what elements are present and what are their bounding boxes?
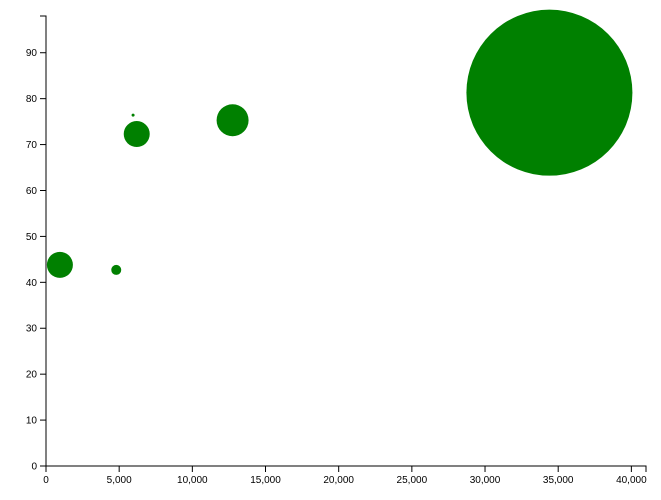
y-axis: 0 10 20 30 40 50 60 70 80 90 [26, 15, 47, 473]
y-tick-label: 20 [26, 370, 38, 381]
x-tick-label: 0 [43, 475, 49, 486]
x-tick-label: 15,000 [250, 475, 281, 486]
x-axis: 0 5,000 10,000 15,000 20,000 25,000 30,000 35,0… [43, 465, 647, 486]
x-tick-label: 35,000 [543, 475, 574, 486]
data-point [131, 113, 135, 117]
x-tick-label: 5,000 [107, 475, 132, 486]
x-tick-label: 30,000 [470, 475, 501, 486]
y-axis-line [40, 15, 47, 467]
x-tick-label: 40,000 [616, 475, 647, 486]
x-axis-line [45, 465, 647, 472]
data-point [216, 104, 249, 137]
plot-area: 0 10 20 30 40 50 60 70 80 90 0 5,000 10,000 15,000 20… [26, 9, 647, 486]
data-point [466, 9, 633, 176]
x-tick-label: 20,000 [323, 475, 354, 486]
data-point [46, 251, 73, 278]
x-tick-label: 25,000 [397, 475, 428, 486]
y-tick-label: 0 [31, 462, 37, 473]
y-tick-label: 30 [26, 324, 38, 335]
data-points [46, 9, 633, 278]
y-tick-label: 10 [26, 416, 38, 427]
y-tick-label: 80 [26, 94, 38, 105]
y-tick-label: 70 [26, 140, 38, 151]
y-tick-label: 50 [26, 232, 38, 243]
x-tick-label: 10,000 [177, 475, 208, 486]
y-tick-label: 60 [26, 186, 38, 197]
data-point [123, 121, 150, 148]
y-tick-label: 90 [26, 48, 38, 59]
y-tick-label: 40 [26, 278, 38, 289]
data-point [111, 264, 122, 275]
